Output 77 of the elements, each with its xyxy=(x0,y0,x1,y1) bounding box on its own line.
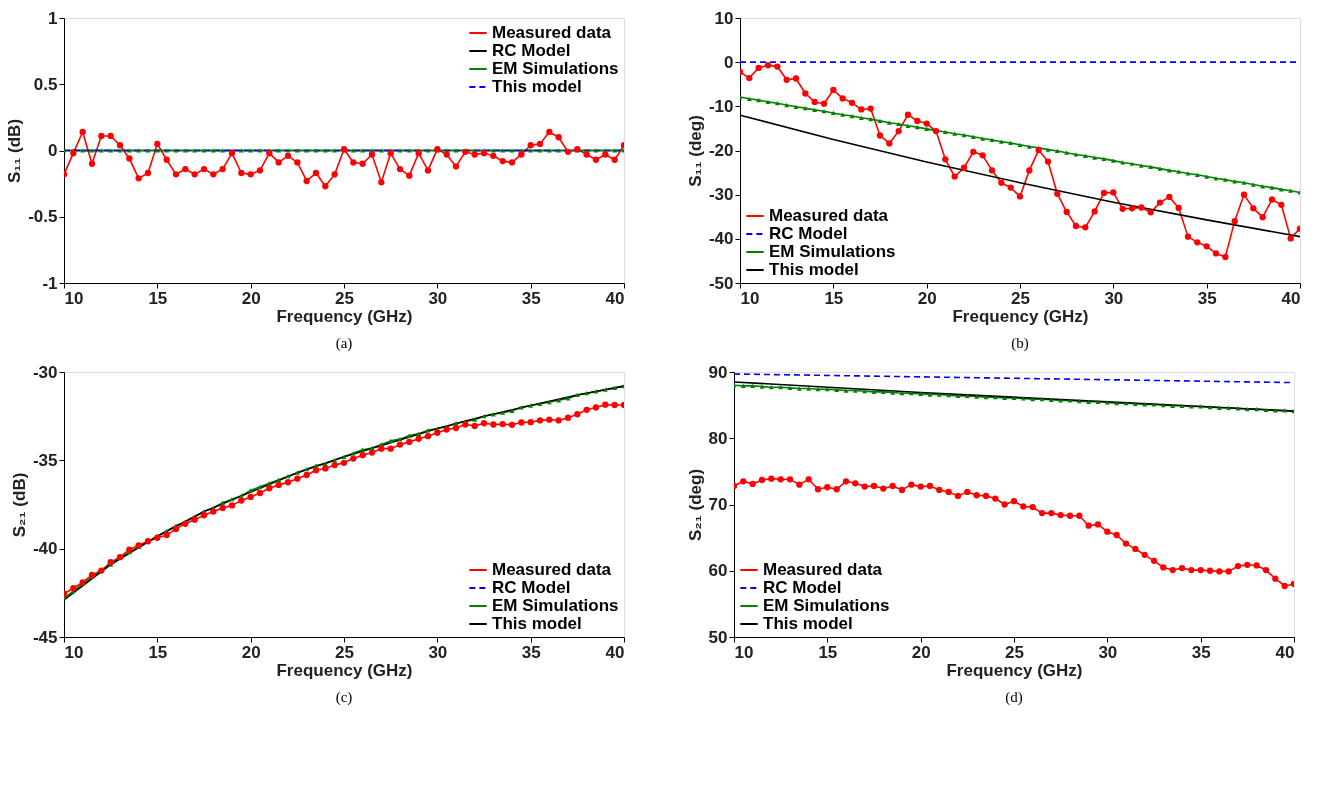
x-axis-title: Frequency (GHz) xyxy=(952,306,1089,326)
x-tick-label: 20 xyxy=(241,288,261,308)
y-tick-label: -40 xyxy=(708,229,734,249)
x-tick-label: 35 xyxy=(521,642,541,662)
text: (d) xyxy=(1005,689,1023,706)
x-tick-label: 10 xyxy=(64,288,84,308)
text: (b) xyxy=(1011,335,1029,352)
y-axis-title: S₂₁ (dB) xyxy=(9,472,29,538)
x-tick-label: 40 xyxy=(605,642,625,662)
y-tick-label: -30 xyxy=(32,362,58,382)
y-tick-label: 1 xyxy=(48,8,58,28)
x-tick-label: 15 xyxy=(148,288,168,308)
x-tick-label: 10 xyxy=(734,642,754,662)
x-tick-label: 35 xyxy=(1197,288,1217,308)
legend-label: Measured data xyxy=(763,560,883,579)
x-tick-label: 20 xyxy=(241,642,261,662)
x-tick-label: 35 xyxy=(521,288,541,308)
y-tick-label: 60 xyxy=(708,561,728,581)
y-axis-title: S₂₁ (deg) xyxy=(685,468,705,542)
x-tick-label: 15 xyxy=(824,288,844,308)
x-tick-label: 40 xyxy=(605,288,625,308)
y-tick-label: -45 xyxy=(32,627,58,647)
y-tick-label: -30 xyxy=(708,185,734,205)
y-tick-label: -0.5 xyxy=(28,207,58,227)
x-tick-label: 30 xyxy=(1098,642,1118,662)
x-tick-label: 10 xyxy=(740,288,760,308)
legend-label: RC Model xyxy=(492,41,571,60)
x-tick-label: 15 xyxy=(148,642,168,662)
y-tick-label: 80 xyxy=(708,428,728,448)
y-tick-label: 90 xyxy=(708,362,728,382)
x-tick-label: 10 xyxy=(64,642,84,662)
legend-label: EM Simulations xyxy=(492,596,619,615)
x-axis-title: Frequency (GHz) xyxy=(276,306,413,326)
text: (c) xyxy=(335,689,353,706)
x-tick-label: 30 xyxy=(428,642,448,662)
y-tick-label: -10 xyxy=(708,96,734,116)
y-tick-label: 50 xyxy=(708,627,728,647)
legend-label: EM Simulations xyxy=(769,242,896,261)
x-axis-title: Frequency (GHz) xyxy=(946,660,1083,680)
legend-label: Measured data xyxy=(492,23,612,42)
y-axis-title: S₁₁ (dB) xyxy=(5,118,25,184)
x-axis-title: Frequency (GHz) xyxy=(276,660,413,680)
x-tick-label: 25 xyxy=(1005,642,1024,662)
x-tick-label: 25 xyxy=(1011,288,1030,308)
x-tick-label: 25 xyxy=(335,288,354,308)
legend-label: This model xyxy=(769,260,859,279)
legend-label: This model xyxy=(492,614,582,633)
legend-label: RC Model xyxy=(769,224,848,243)
x-tick-label: 40 xyxy=(1275,642,1295,662)
x-tick-label: 20 xyxy=(911,642,931,662)
x-tick-label: 40 xyxy=(1281,288,1301,308)
x-tick-label: 30 xyxy=(1104,288,1124,308)
y-tick-label: 10 xyxy=(714,8,734,28)
legend-label: RC Model xyxy=(763,578,842,597)
y-axis-title: S₁₁ (deg) xyxy=(685,115,705,187)
legend-label: RC Model xyxy=(492,578,571,597)
legend-label: Measured data xyxy=(769,206,889,225)
text: (a) xyxy=(335,335,353,352)
y-tick-label: -35 xyxy=(32,450,58,470)
x-tick-label: 15 xyxy=(818,642,838,662)
y-tick-label: 0 xyxy=(48,141,58,160)
x-tick-label: 30 xyxy=(428,288,448,308)
legend-label: Measured data xyxy=(492,560,612,579)
y-tick-label: -20 xyxy=(708,141,734,160)
y-tick-label: 70 xyxy=(708,495,728,514)
x-tick-label: 20 xyxy=(917,288,937,308)
y-tick-label: 0.5 xyxy=(33,74,58,94)
legend-label: This model xyxy=(492,77,582,96)
y-tick-label: -1 xyxy=(42,273,58,293)
y-tick-label: 0 xyxy=(724,52,734,72)
y-tick-label: -50 xyxy=(708,273,734,293)
y-tick-label: -40 xyxy=(32,539,58,559)
x-tick-label: 35 xyxy=(1191,642,1211,662)
legend-label: EM Simulations xyxy=(763,596,890,615)
legend-label: This model xyxy=(763,614,853,633)
legend-label: EM Simulations xyxy=(492,59,619,78)
x-tick-label: 25 xyxy=(335,642,354,662)
